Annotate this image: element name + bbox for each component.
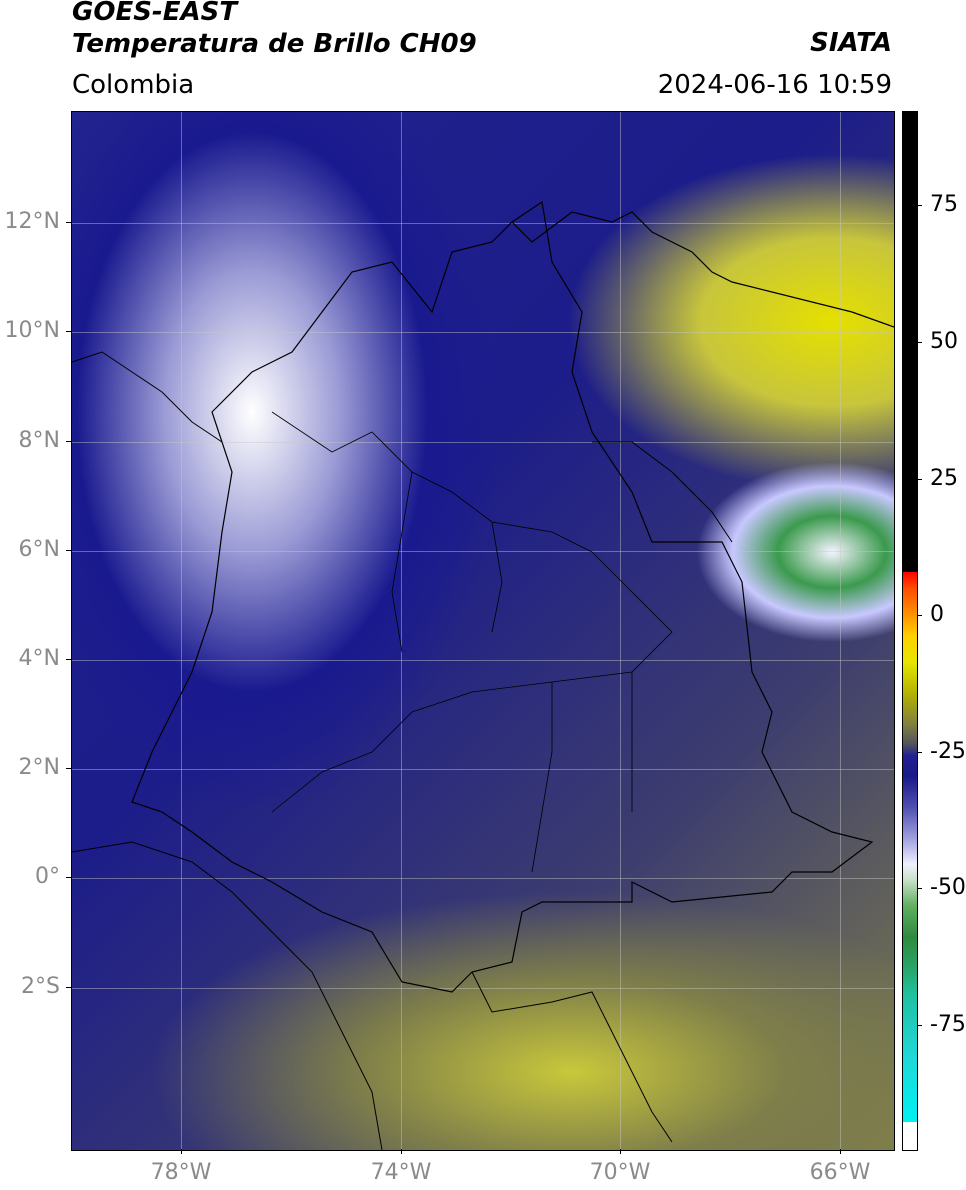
internal-borders [271,411,673,873]
colorbar-label-minus-25: -25 [930,739,966,764]
colorbar-label-0: 0 [930,602,944,627]
tick-mark [66,331,71,332]
tick-mark [66,441,71,442]
colorbar-tick [917,1025,922,1026]
parallel-0 [72,878,894,879]
colorbar-label-25: 25 [930,466,958,491]
lat-tick-2s: 2°S [21,974,60,999]
lat-tick-8n: 8°N [18,428,60,453]
colorbar-label-50: 50 [930,329,958,354]
parallel-2s [72,988,894,989]
lat-tick-6n: 6°N [18,537,60,562]
venezuela-border [592,441,733,543]
lon-tick-74w: 74°W [370,1160,432,1185]
tick-mark [66,768,71,769]
parallel-6n [72,551,894,552]
colorbar-label-minus-75: -75 [930,1012,966,1037]
lon-tick-78w: 78°W [150,1160,212,1185]
tick-mark [66,877,71,878]
tick-mark [620,1149,621,1154]
venezuela-coast [511,211,894,328]
colorbar-tick [917,342,922,343]
colorbar-tick [917,615,922,616]
lat-tick-4n: 4°N [18,646,60,671]
tick-mark [66,987,71,988]
satellite-map [71,111,895,1151]
timestamp-label: 2024-06-16 10:59 [657,70,892,100]
colorbar-tick [917,479,922,480]
country-borders [72,200,894,1150]
ecuador-border [72,841,383,1150]
colorbar-tick [917,752,922,753]
meridian-74w [401,112,402,1150]
source-label: SIATA [810,28,892,58]
colorbar-label-minus-50: -50 [930,875,966,900]
meridian-78w [181,112,182,1150]
lon-tick-66w: 66°W [809,1160,871,1185]
colombia-border [131,200,874,993]
tick-mark [401,1149,402,1154]
lat-tick-0: 0° [35,864,60,889]
colorbar-tick [917,205,922,206]
map-title: GOES-EAST Temperatura de Brillo CH09 [72,0,477,60]
parallel-12n [72,223,894,224]
tick-mark [840,1149,841,1154]
temperature-colorbar [902,111,918,1151]
lat-tick-10n: 10°N [4,318,60,343]
lon-tick-70w: 70°W [589,1160,651,1185]
tick-mark [66,659,71,660]
tick-mark [181,1149,182,1154]
parallel-2n [72,769,894,770]
lat-tick-2n: 2°N [18,755,60,780]
panama-border [72,351,223,443]
colorbar-label-75: 75 [930,192,958,217]
parallel-8n [72,442,894,443]
peru-border [471,971,673,1143]
meridian-66w [840,112,841,1150]
product-name: Temperatura de Brillo CH09 [72,29,477,59]
parallel-4n [72,660,894,661]
meridian-70w [620,112,621,1150]
parallel-10n [72,332,894,333]
satellite-name: GOES-EAST [72,0,238,27]
lat-tick-12n: 12°N [4,209,60,234]
region-label: Colombia [72,70,195,100]
colorbar-tick [917,888,922,889]
tick-mark [66,222,71,223]
tick-mark [66,550,71,551]
